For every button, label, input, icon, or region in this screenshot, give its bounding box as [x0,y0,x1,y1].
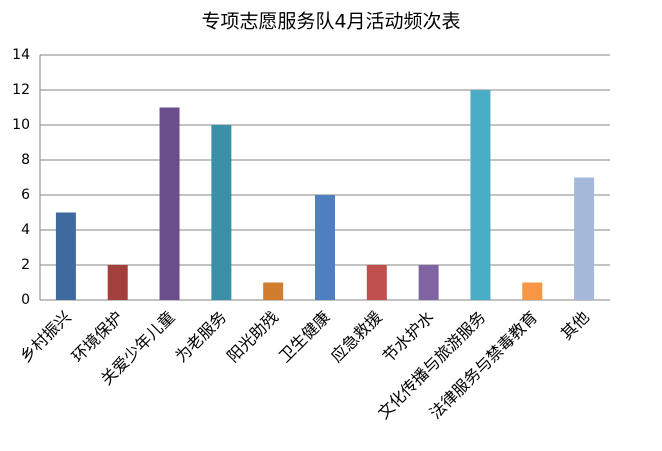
x-tick-label: 其他 [557,307,593,343]
x-tick-label: 卫生健康 [275,307,334,366]
y-tick-label: 0 [21,292,30,308]
bar [418,265,439,300]
bar [315,195,335,300]
y-tick-label: 6 [21,187,30,203]
bar [159,107,180,300]
bar [522,282,543,300]
y-tick-label: 4 [21,222,30,238]
x-tick-label: 应急救援 [327,307,386,366]
bar [263,282,284,300]
bar [574,177,595,300]
y-tick-label: 8 [21,152,30,168]
y-tick-label: 14 [12,47,30,63]
x-tick-label: 乡村振兴 [16,307,75,366]
bar [55,212,76,300]
bar [366,265,387,300]
y-tick-label: 10 [12,117,30,133]
bar [470,90,491,300]
y-tick-label: 2 [21,257,30,273]
bar [107,265,128,300]
chart-title: 专项志愿服务队4月活动频次表 [201,11,460,33]
bar [211,125,232,300]
x-tick-label: 为老服务 [171,307,230,366]
y-tick-label: 12 [12,82,30,98]
x-tick-label: 阳光助残 [223,307,282,366]
